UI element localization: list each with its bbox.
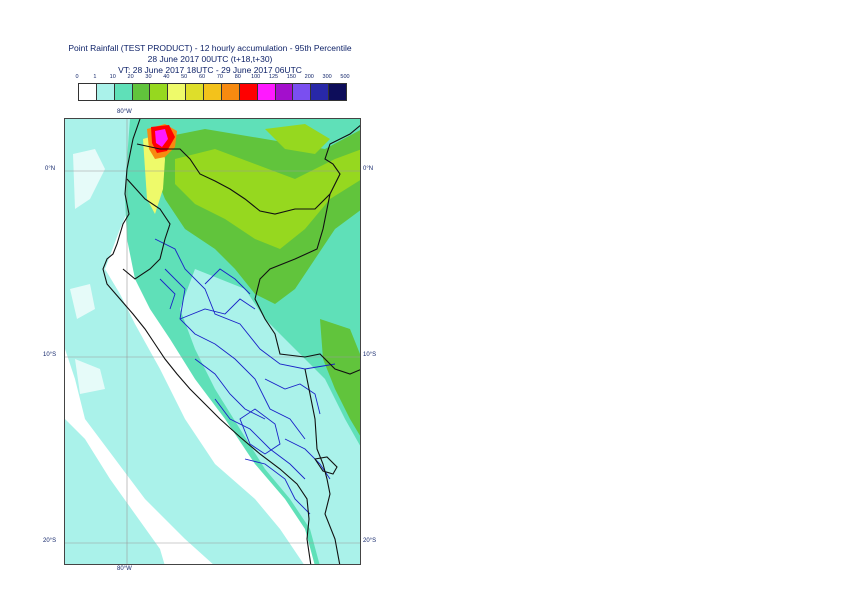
coastline	[102, 119, 312, 564]
legend-label: 60	[199, 74, 206, 80]
legend-label: 1	[93, 74, 97, 80]
lat-10-label-left: 10°S	[43, 352, 57, 358]
legend-swatch	[95, 83, 115, 101]
lat-10-label-right: 10°S	[363, 352, 377, 358]
legend-swatch	[310, 83, 330, 101]
lat-20-label-left: 20°S	[43, 538, 57, 544]
colombia-border	[136, 124, 360, 215]
heavy-rain-patch-east	[265, 124, 330, 154]
legend-label: 300	[322, 74, 332, 80]
heavy-rain-field	[175, 149, 360, 249]
legend-label: 40	[163, 74, 170, 80]
legend-swatch	[113, 83, 133, 101]
legend-swatch	[328, 83, 347, 101]
legend-label: 10	[109, 74, 116, 80]
legend-label: 200	[304, 74, 314, 80]
ocean-rain-stipple-west	[70, 149, 105, 394]
lat-0-label-left: 0°N	[45, 166, 56, 172]
map-title: Point Rainfall (TEST PRODUCT) - 12 hourl…	[68, 43, 352, 53]
legend-label: 70	[216, 74, 223, 80]
legend-swatch	[131, 83, 151, 101]
legend-swatch	[274, 83, 294, 101]
legend-label: 0	[75, 74, 79, 80]
legend-label: 30	[145, 74, 152, 80]
legend-label: 80	[234, 74, 241, 80]
lon-label-bottom: 80°W	[117, 566, 132, 572]
legend-swatch	[185, 83, 205, 101]
run-time-label: 28 June 2017 00UTC (t+18,t+30)	[147, 54, 273, 64]
south-green-strip	[320, 319, 360, 436]
map-canvas	[65, 119, 360, 564]
legend-label: 150	[286, 74, 296, 80]
legend-label: 50	[181, 74, 188, 80]
legend-swatch	[167, 83, 187, 101]
lake-titicaca	[314, 456, 338, 475]
validity-time-label: VT: 28 June 2017 18UTC - 29 June 2017 06…	[118, 65, 302, 75]
peru-brazil-border	[254, 193, 360, 375]
legend-swatch	[203, 83, 222, 101]
inland-light-rain	[180, 269, 360, 564]
legend-label: 125	[268, 74, 279, 80]
legend-label: 20	[127, 74, 134, 80]
legend-label: 500	[340, 74, 350, 80]
magenta-core	[155, 129, 168, 147]
legend-swatch	[238, 83, 258, 101]
lon-label-top: 80°W	[117, 109, 132, 115]
ocean-rain-area-north	[65, 119, 304, 564]
ocean-rain-area-south	[65, 419, 165, 564]
color-legend: 0 1 10 20 30 40 50 60 70 80 100 125 150 200 300 500	[75, 74, 350, 104]
legend-swatch	[292, 83, 312, 101]
regional-boundaries	[154, 238, 336, 515]
country-borders	[102, 119, 360, 564]
legend-label: 100	[251, 74, 261, 80]
legend-swatch	[220, 83, 240, 101]
lat-0-label-right: 0°N	[363, 166, 374, 172]
legend-swatch	[149, 83, 169, 101]
ecuador-peru-border	[122, 178, 171, 280]
rainfall-map	[64, 118, 361, 565]
lat-20-label-right: 20°S	[363, 538, 377, 544]
legend-swatch	[78, 83, 97, 101]
legend-swatch	[256, 83, 276, 101]
